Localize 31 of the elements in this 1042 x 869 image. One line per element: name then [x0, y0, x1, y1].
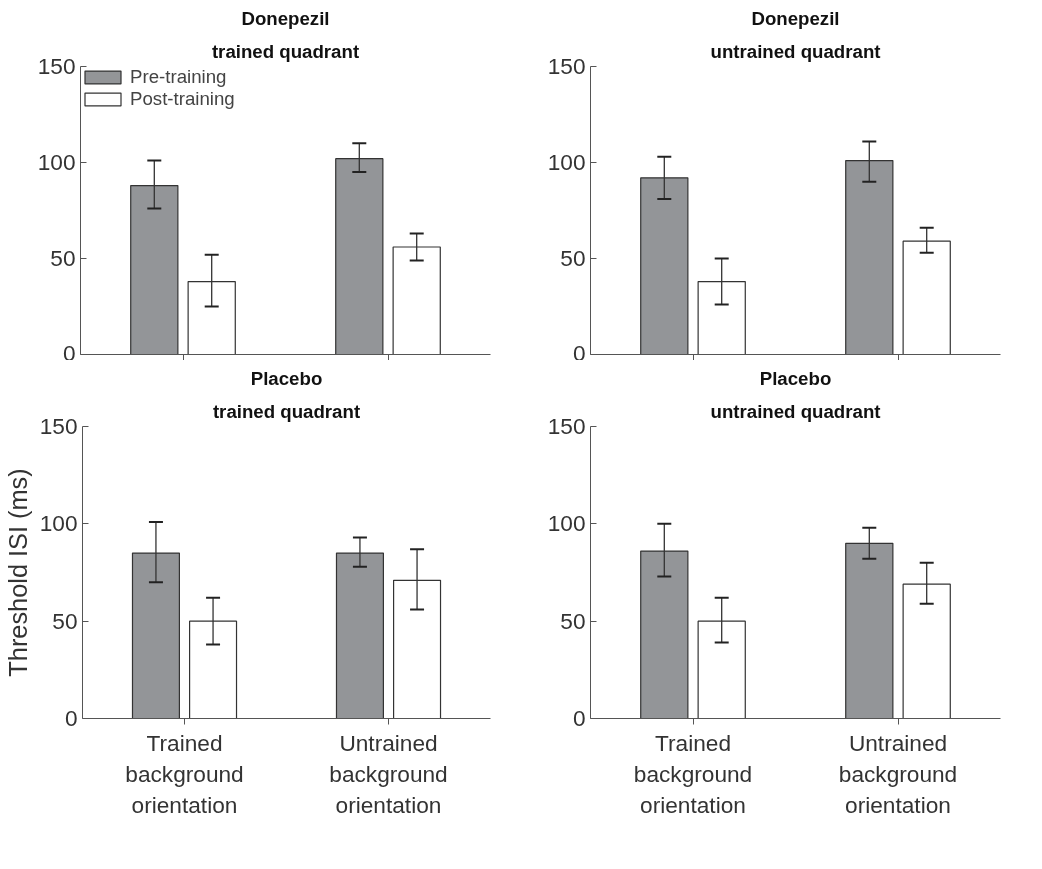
legend-label: Pre-training [130, 66, 227, 88]
chart-title: Donepezil [751, 7, 840, 29]
x-tick-label: Trained background orientation [125, 729, 244, 818]
y-tick-label: 50 [50, 245, 76, 271]
chart-subtitle: untrained quadrant [710, 400, 881, 422]
chart-subtitle: trained quadrant [212, 400, 361, 422]
y-tick-label: 0 [572, 705, 586, 731]
y-tick-label: 100 [547, 149, 586, 175]
chart-subtitle: untrained quadrant [710, 40, 881, 62]
y-tick-label: 50 [560, 607, 586, 634]
chart-subtitle: trained quadrant [211, 40, 360, 62]
y-tick-label: 150 [39, 413, 78, 439]
y-axis-title: Threshold ISI (ms) [3, 468, 32, 677]
y-tick-label: 100 [39, 510, 78, 537]
chart-title: Donepezil [241, 7, 330, 29]
chart-title: Placebo [759, 367, 832, 389]
y-tick-label: 0 [62, 339, 76, 366]
x-tick-label: Untrained background orientation [838, 729, 958, 818]
y-tick-label: 150 [547, 413, 586, 439]
chart-title: Placebo [250, 367, 323, 389]
x-tick-label: Trained background orientation [633, 729, 753, 818]
y-tick-label: 0 [64, 705, 78, 731]
y-tick-label: 100 [547, 510, 586, 537]
y-tick-label: 100 [37, 149, 76, 175]
x-tick-label: Untrained background orientation [329, 729, 448, 818]
y-tick-label: 50 [560, 245, 586, 271]
y-tick-label: 0 [572, 339, 586, 366]
y-tick-label: 150 [547, 53, 586, 79]
y-tick-label: 50 [52, 607, 78, 634]
y-tick-label: 150 [37, 53, 76, 79]
legend-label: Post-training [130, 88, 235, 110]
